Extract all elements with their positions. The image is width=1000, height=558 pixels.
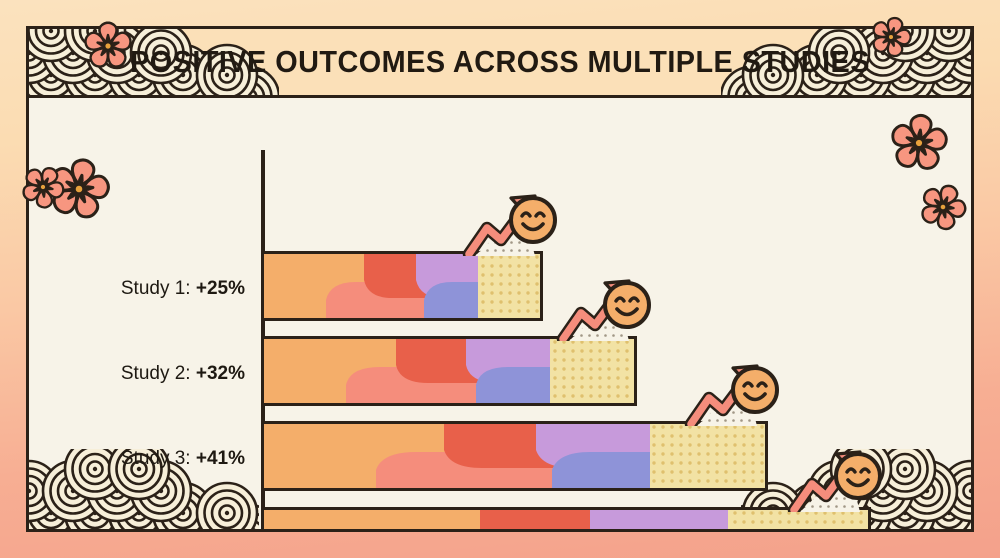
bar-label-study-3: Study 3: +41% (29, 448, 245, 470)
smiley-face-icon (509, 196, 557, 244)
bar-study-4[interactable] (261, 507, 871, 529)
bar-study-2[interactable] (261, 336, 637, 406)
upward-trend-arrow-icon (556, 279, 631, 341)
bar-study-1[interactable] (261, 251, 543, 321)
smiley-face-icon (834, 452, 882, 500)
chart-body: Study 1: +25% (29, 98, 971, 529)
upward-trend-arrow-icon (684, 364, 759, 426)
bar-fill (264, 339, 634, 403)
upward-trend-arrow-icon (462, 194, 537, 256)
bar-label-text: Study 2: (120, 363, 191, 384)
upward-trend-arrow-icon (787, 450, 862, 512)
bar-label-text: Study 1: (120, 278, 191, 299)
bar-value-text: +32% (195, 363, 245, 384)
bar-label-study-1: Study 1: +25% (29, 278, 245, 300)
bar-value-text: +25% (195, 278, 245, 299)
bar-label-study-2: Study 2: +32% (29, 363, 245, 385)
smiley-face-icon (731, 366, 779, 414)
bar-fill (264, 424, 765, 488)
bar-study-3[interactable] (261, 421, 768, 491)
bar-fill (264, 510, 868, 529)
title-band: POSITIVE OUTCOMES ACROSS MULTIPLE STUDIE… (29, 29, 971, 98)
infographic-card: POSITIVE OUTCOMES ACROSS MULTIPLE STUDIE… (26, 26, 974, 532)
page-title: POSITIVE OUTCOMES ACROSS MULTIPLE STUDIE… (130, 44, 870, 79)
chart-axis-line (261, 150, 265, 508)
bar-label-text: Study 3: (120, 448, 191, 469)
bar-fill (264, 254, 540, 318)
bar-chart: Study 1: +25% (29, 98, 971, 529)
smiley-face-icon (603, 281, 651, 329)
bar-value-text: +41% (195, 448, 245, 469)
